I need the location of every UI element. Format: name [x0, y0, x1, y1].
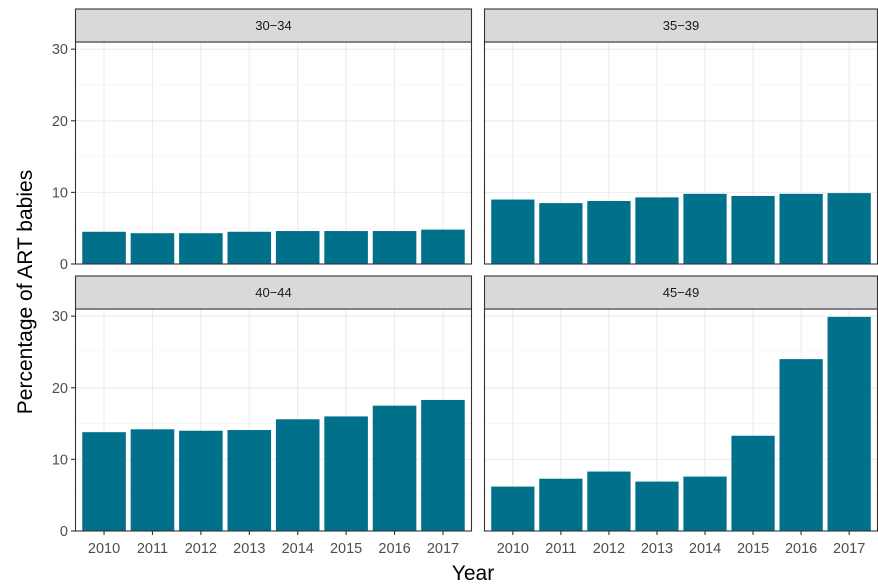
- y-axis-title: Percentage of ART babies: [14, 170, 37, 414]
- facet-strip: [74, 8, 473, 43]
- x-tick-label: 2012: [185, 541, 217, 557]
- bar-30-34-2015: [324, 231, 368, 264]
- bar-30-34-2016: [372, 231, 417, 264]
- panel-background: [75, 42, 472, 264]
- x-tick-label: 2013: [641, 541, 673, 557]
- x-tick-label: 2012: [593, 541, 625, 557]
- bar-35-39-2016: [779, 193, 823, 264]
- bar-30-34-2011: [130, 233, 175, 264]
- y-tick-label: 20: [52, 381, 68, 397]
- y-tick-label: 20: [52, 114, 68, 130]
- bar-40-44-2016: [372, 405, 417, 531]
- bar-30-34-2012: [179, 233, 223, 264]
- x-axis-title: Year: [452, 562, 494, 585]
- bar-40-44-2010: [82, 432, 126, 531]
- x-tick-label: 2010: [497, 541, 529, 557]
- x-tick-label: 2010: [88, 541, 120, 557]
- bar-35-39-2012: [587, 200, 631, 264]
- x-tick-label: 2011: [137, 541, 168, 557]
- bar-45-49-2017: [827, 316, 871, 531]
- bar-40-44-2013: [227, 430, 272, 531]
- facet-strip: [483, 275, 878, 310]
- bar-40-44-2014: [275, 419, 320, 531]
- bar-35-39-2014: [683, 193, 727, 264]
- y-tick-label: 30: [52, 309, 68, 325]
- bar-45-49-2016: [779, 359, 823, 531]
- x-tick-label: 2017: [427, 541, 459, 557]
- facet-strip: [74, 275, 473, 310]
- bar-30-34-2013: [227, 231, 272, 264]
- bar-35-39-2015: [731, 195, 775, 264]
- bar-45-49-2014: [683, 476, 727, 531]
- x-tick-label: 2015: [737, 541, 769, 557]
- x-tick-label: 2011: [545, 541, 576, 557]
- bar-40-44-2012: [179, 430, 223, 531]
- bar-40-44-2011: [130, 429, 175, 531]
- facet-strip-label: 35−39: [663, 18, 700, 33]
- bar-45-49-2013: [635, 481, 679, 531]
- bar-45-49-2012: [587, 471, 631, 531]
- x-tick-label: 2014: [689, 541, 721, 557]
- bar-45-49-2010: [491, 486, 535, 531]
- bar-35-39-2010: [491, 199, 535, 264]
- bar-40-44-2017: [421, 399, 465, 531]
- bar-45-49-2011: [539, 478, 583, 531]
- x-tick-label: 2013: [233, 541, 265, 557]
- y-tick-label: 0: [60, 524, 68, 540]
- x-tick-label: 2016: [785, 541, 817, 557]
- bar-30-34-2017: [421, 229, 465, 264]
- y-tick-label: 0: [60, 257, 68, 273]
- y-tick-label: 10: [52, 452, 68, 468]
- x-tick-label: 2016: [378, 541, 410, 557]
- bar-30-34-2014: [275, 231, 320, 264]
- y-tick-label: 10: [52, 185, 68, 201]
- facet-strip-label: 40−44: [255, 285, 292, 300]
- x-tick-label: 2015: [330, 541, 362, 557]
- facet-panel-40-44: 40−44 0 10 20 30 2010 2011 2012 2013 2014 2015 2016…: [52, 275, 473, 557]
- facet-panel-30-34: 30−34 0 10 20 30: [52, 8, 473, 273]
- x-tick-label: 2017: [833, 541, 865, 557]
- facet-panel-45-49: 45−49 2010 2011 2012 2013 2014 2015 2016 2017: [483, 275, 878, 557]
- bar-30-34-2010: [82, 231, 126, 264]
- bar-35-39-2011: [539, 203, 583, 264]
- facet-strip-label: 30−34: [255, 18, 292, 33]
- bar-35-39-2017: [827, 193, 871, 264]
- x-tick-label: 2014: [282, 541, 314, 557]
- bar-35-39-2013: [635, 197, 679, 264]
- bar-40-44-2015: [324, 416, 368, 531]
- facet-panel-35-39: 35−39: [483, 8, 878, 265]
- y-tick-label: 30: [52, 42, 68, 58]
- facet-strip-label: 45−49: [663, 285, 700, 300]
- bar-45-49-2015: [731, 435, 775, 531]
